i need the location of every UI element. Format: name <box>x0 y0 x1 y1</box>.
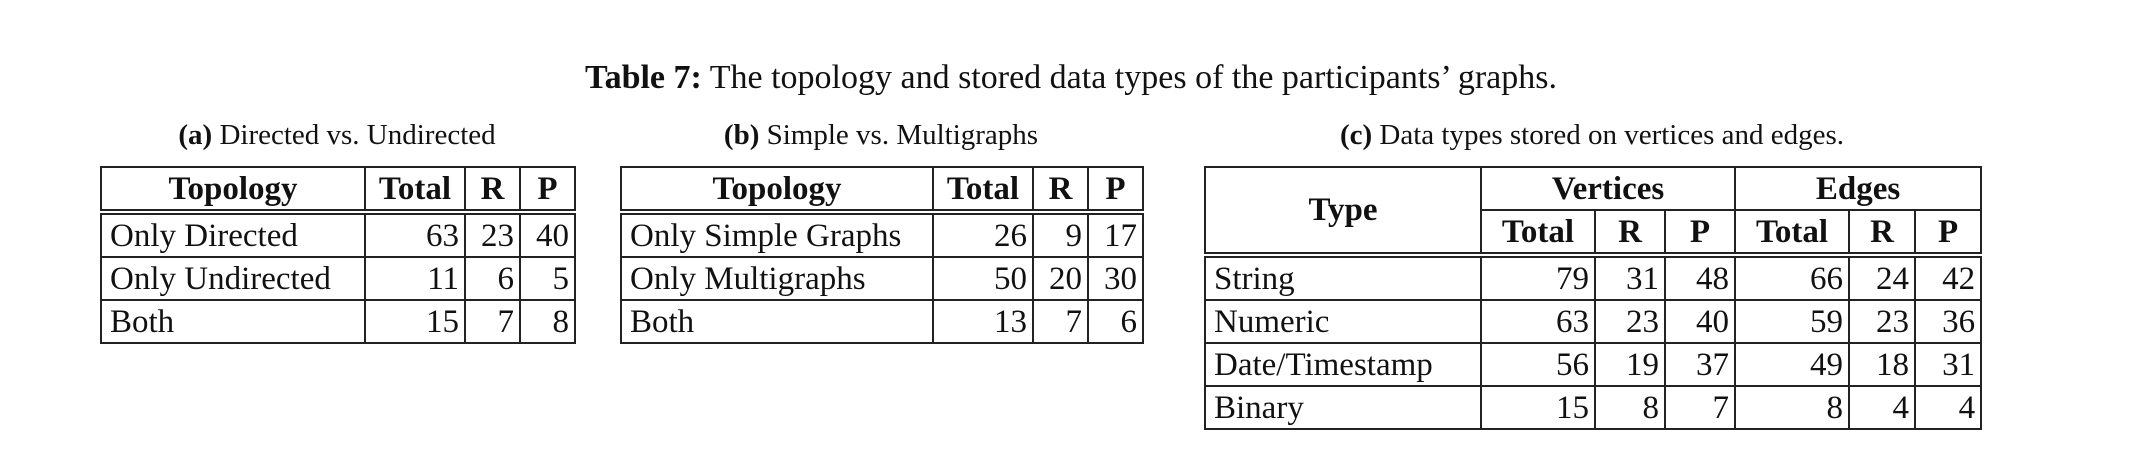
caption-text: The topology and stored data types of th… <box>709 59 1557 96</box>
header-edges: Edges <box>1734 166 1983 211</box>
row-label: Only Multigraphs <box>620 256 934 301</box>
cell-vertices-p: 40 <box>1663 299 1737 344</box>
subcaption-a: (a) Directed vs. Undirected <box>100 118 574 152</box>
subcaption-c-text: Data types stored on vertices and edges. <box>1379 119 1845 151</box>
cell-r: 20 <box>1032 256 1089 301</box>
cell-r: 9 <box>1032 209 1089 258</box>
cell-vertices-p: 37 <box>1663 342 1737 387</box>
header-total: Total <box>932 166 1034 213</box>
cell-total: 11 <box>364 256 466 301</box>
row-label: Only Simple Graphs <box>620 209 934 258</box>
cell-vertices-r: 8 <box>1594 385 1666 430</box>
header-vertices-total: Total <box>1480 209 1596 256</box>
header-vertices-p: P <box>1663 209 1737 256</box>
subcaption-a-label: (a) <box>178 119 213 151</box>
cell-total: 50 <box>932 256 1034 301</box>
cell-edges-total: 49 <box>1734 342 1851 387</box>
row-label: Numeric <box>1204 299 1482 344</box>
cell-total: 15 <box>364 299 466 344</box>
cell-total: 63 <box>364 209 466 258</box>
cell-p: 6 <box>1087 299 1144 344</box>
cell-p: 5 <box>519 256 576 301</box>
header-p: P <box>519 166 576 213</box>
cell-edges-p: 36 <box>1914 299 1983 344</box>
row-label: Only Directed <box>100 209 366 258</box>
cell-edges-r: 4 <box>1848 385 1917 430</box>
cell-total: 13 <box>932 299 1034 344</box>
subcaption-b-label: (b) <box>723 119 760 151</box>
cell-edges-p: 4 <box>1914 385 1983 430</box>
cell-vertices-r: 31 <box>1594 252 1666 301</box>
cell-total: 26 <box>932 209 1034 258</box>
table-header-row: Topology Total R P <box>620 166 1144 213</box>
header-topology: Topology <box>620 166 934 213</box>
header-total: Total <box>364 166 466 213</box>
table-a-directed-undirected: Topology Total R P Only Directed 63 23 4… <box>100 166 576 344</box>
cell-p: 30 <box>1087 256 1144 301</box>
header-p: P <box>1087 166 1144 213</box>
cell-vertices-r: 23 <box>1594 299 1666 344</box>
table-row: Only Simple Graphs 26 9 17 <box>620 209 1144 258</box>
row-label: Both <box>100 299 366 344</box>
cell-p: 8 <box>519 299 576 344</box>
cell-vertices-total: 56 <box>1480 342 1596 387</box>
row-label: Only Undirected <box>100 256 366 301</box>
header-r: R <box>1032 166 1089 213</box>
cell-edges-total: 66 <box>1734 252 1851 301</box>
cell-p: 17 <box>1087 209 1144 258</box>
table-header-row: Topology Total R P <box>100 166 576 213</box>
cell-vertices-p: 48 <box>1663 252 1737 301</box>
header-vertices-r: R <box>1594 209 1666 256</box>
table-group-header-row: Type Vertices Edges <box>1204 166 1983 256</box>
header-type: Type <box>1204 166 1482 256</box>
header-edges-total: Total <box>1734 209 1851 256</box>
table-b-simple-multigraphs: Topology Total R P Only Simple Graphs 26… <box>620 166 1144 344</box>
cell-vertices-total: 63 <box>1480 299 1596 344</box>
cell-r: 23 <box>464 209 521 258</box>
cell-vertices-total: 15 <box>1480 385 1596 430</box>
header-edges-p: P <box>1914 209 1983 256</box>
cell-vertices-total: 79 <box>1480 252 1596 301</box>
table-header-row: Total R P Total R P <box>1205 209 1983 256</box>
table-row: String 79 31 48 66 24 42 <box>1204 252 1983 301</box>
subcaption-c: (c) Data types stored on vertices and ed… <box>1204 118 1980 152</box>
header-r: R <box>464 166 521 213</box>
table-caption: Table 7: The topology and stored data ty… <box>0 58 2142 98</box>
cell-r: 7 <box>464 299 521 344</box>
row-label: Date/Timestamp <box>1204 342 1482 387</box>
cell-edges-total: 8 <box>1734 385 1851 430</box>
row-label: String <box>1204 252 1482 301</box>
table-row: Date/Timestamp 56 19 37 49 18 31 <box>1204 342 1983 387</box>
header-vertices: Vertices <box>1479 166 1737 211</box>
table-row: Only Undirected 11 6 5 <box>100 256 576 301</box>
cell-edges-r: 18 <box>1848 342 1917 387</box>
cell-edges-r: 23 <box>1848 299 1917 344</box>
cell-edges-r: 24 <box>1848 252 1917 301</box>
subcaption-b: (b) Simple vs. Multigraphs <box>620 118 1142 152</box>
cell-edges-p: 42 <box>1914 252 1983 301</box>
row-label: Both <box>620 299 934 344</box>
cell-p: 40 <box>519 209 576 258</box>
header-topology: Topology <box>100 166 366 213</box>
header-edges-r: R <box>1848 209 1917 256</box>
table-row: Both 13 7 6 <box>620 299 1144 344</box>
cell-vertices-r: 19 <box>1594 342 1666 387</box>
cell-edges-total: 59 <box>1734 299 1851 344</box>
table-row: Both 15 7 8 <box>100 299 576 344</box>
cell-edges-p: 31 <box>1914 342 1983 387</box>
table-row: Numeric 63 23 40 59 23 36 <box>1204 299 1983 344</box>
row-label: Binary <box>1204 385 1482 430</box>
cell-r: 6 <box>464 256 521 301</box>
table-row: Only Multigraphs 50 20 30 <box>620 256 1144 301</box>
caption-label: Table 7: <box>585 59 702 96</box>
table-c-data-types: Type Vertices Edges Total R P Total R P … <box>1204 166 1983 430</box>
table-row: Binary 15 8 7 8 4 4 <box>1204 385 1983 430</box>
subcaption-a-text: Directed vs. Undirected <box>219 119 496 151</box>
subcaption-b-text: Simple vs. Multigraphs <box>766 119 1039 151</box>
cell-vertices-p: 7 <box>1663 385 1737 430</box>
table-row: Only Directed 63 23 40 <box>100 209 576 258</box>
subcaption-c-label: (c) <box>1339 119 1373 151</box>
cell-r: 7 <box>1032 299 1089 344</box>
